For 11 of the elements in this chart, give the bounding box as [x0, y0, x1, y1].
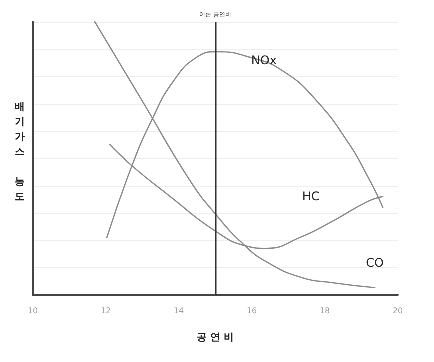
x-axis-title: 공 연 비 [197, 332, 234, 344]
x-tick-label: 10 [28, 306, 38, 316]
x-tick-label: 18 [320, 306, 330, 316]
series-label: HC [302, 189, 320, 204]
x-tick-label: 12 [100, 306, 112, 316]
series-label: CO [366, 256, 384, 270]
x-tick-label: 20 [392, 306, 404, 316]
series-label: NOx [251, 53, 277, 68]
text: 배기가스 농도 [15, 102, 25, 203]
x-tick-label: 16 [246, 306, 258, 316]
x-tick-label: 14 [174, 306, 184, 316]
